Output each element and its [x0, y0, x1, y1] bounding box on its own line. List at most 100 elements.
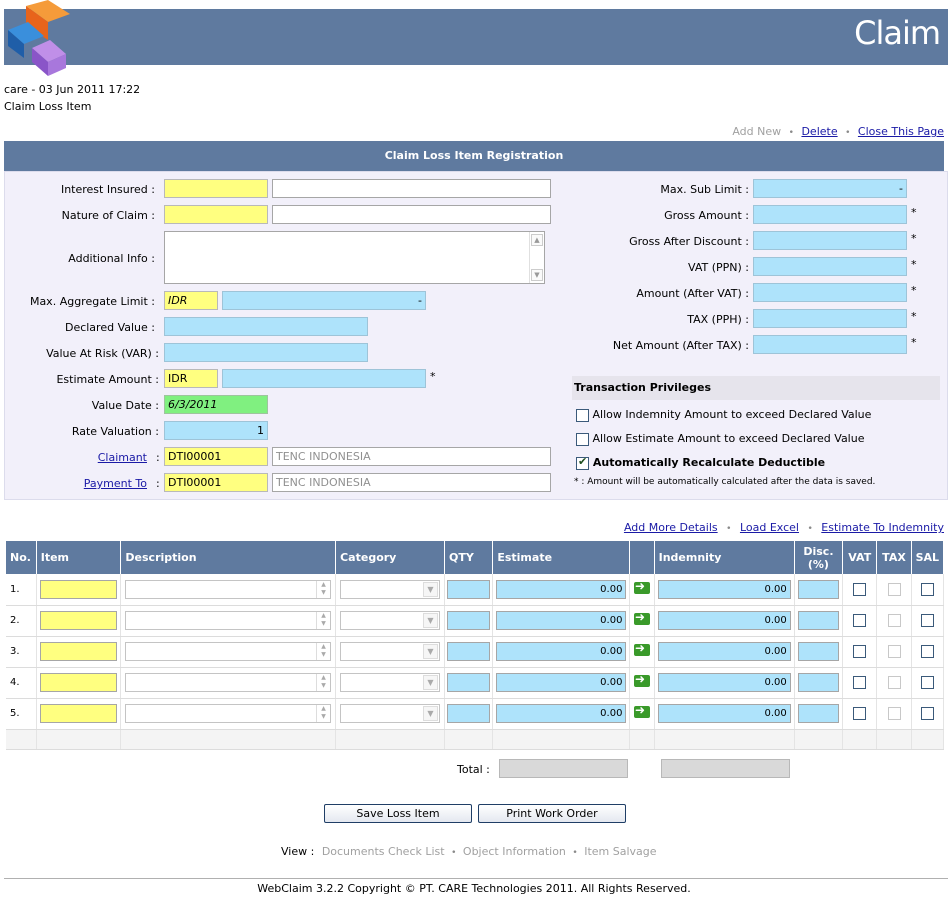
vat-checkbox[interactable] [853, 582, 867, 596]
gross-amount-input[interactable] [753, 205, 907, 224]
tax-checkbox[interactable] [887, 707, 901, 720]
disc-input[interactable] [797, 673, 840, 692]
estimate-exceed-checkbox[interactable] [576, 432, 589, 446]
indemnity-input[interactable]: 0.00 [657, 704, 791, 723]
disc-input[interactable] [797, 579, 840, 599]
description-input[interactable]: ▲ ▼ [125, 611, 332, 630]
max-aggregate-value[interactable]: - [222, 291, 426, 310]
load-excel-link[interactable]: Load Excel [739, 521, 799, 534]
spin-down-icon[interactable]: ▼ [321, 588, 326, 596]
spin-up-icon[interactable]: ▲ [321, 643, 326, 650]
sal-checkbox[interactable] [920, 614, 934, 627]
estimate-input[interactable]: 0.00 [496, 673, 627, 692]
indemnity-exceed-checkbox[interactable] [576, 408, 589, 422]
description-input[interactable]: ▲ ▼ [125, 642, 332, 661]
transfer-arrow-icon[interactable] [634, 672, 651, 687]
documents-checklist-link[interactable]: Documents Check List [321, 845, 445, 858]
chevron-down-icon[interactable]: ▼ [422, 675, 438, 690]
sal-checkbox[interactable] [920, 707, 934, 720]
estimate-input[interactable]: 0.00 [496, 611, 627, 630]
spin-down-icon[interactable]: ▼ [321, 651, 326, 658]
close-page-link[interactable]: Close This Page [857, 125, 944, 138]
save-loss-item-button[interactable]: Save Loss Item [324, 804, 472, 823]
category-select[interactable]: ▼ [340, 642, 440, 661]
tax-input[interactable] [753, 309, 907, 328]
disc-input[interactable] [797, 611, 840, 630]
additional-info-textarea[interactable]: ▲ ▼ [164, 231, 545, 284]
spinner[interactable]: ▲ ▼ [316, 643, 330, 660]
transfer-arrow-icon[interactable] [634, 610, 651, 625]
scroll-down-icon[interactable]: ▼ [531, 269, 543, 281]
qty-input[interactable] [446, 704, 491, 723]
tax-checkbox[interactable] [887, 645, 901, 658]
tax-checkbox[interactable] [887, 582, 901, 596]
auto-recalc-checkbox[interactable] [576, 455, 589, 470]
vat-checkbox[interactable] [853, 614, 867, 627]
chevron-down-icon[interactable]: ▼ [422, 644, 438, 659]
chevron-down-icon[interactable]: ▼ [422, 613, 438, 628]
object-information-link[interactable]: Object Information [462, 845, 566, 858]
indemnity-input[interactable]: 0.00 [657, 673, 791, 692]
spinner[interactable]: ▲ ▼ [316, 705, 330, 722]
spin-up-icon[interactable]: ▲ [321, 674, 326, 681]
tax-checkbox[interactable] [887, 614, 901, 627]
payment-to-code-input[interactable]: DTI00001 [164, 473, 268, 492]
payment-to-link-text[interactable]: Payment To [83, 477, 147, 490]
transfer-arrow-icon[interactable] [634, 579, 651, 594]
chevron-down-icon[interactable]: ▼ [422, 581, 438, 597]
textarea-scrollbar[interactable]: ▲ ▼ [529, 232, 544, 283]
qty-input[interactable] [446, 673, 491, 692]
interest-insured-name-input[interactable] [272, 179, 551, 198]
add-more-details-link[interactable]: Add More Details [623, 521, 718, 534]
amount-after-vat-input[interactable] [753, 283, 907, 302]
tax-checkbox[interactable] [887, 676, 901, 689]
spin-down-icon[interactable]: ▼ [321, 620, 326, 627]
spin-up-icon[interactable]: ▲ [321, 580, 326, 588]
spinner[interactable]: ▲ ▼ [316, 674, 330, 691]
sal-checkbox[interactable] [920, 676, 934, 689]
item-input[interactable] [39, 642, 118, 661]
claimant-code-input[interactable]: DTI00001 [164, 447, 268, 466]
description-input[interactable]: ▲ ▼ [125, 579, 332, 599]
indemnity-input[interactable]: 0.00 [657, 642, 791, 661]
disc-input[interactable] [797, 704, 840, 723]
sal-checkbox[interactable] [920, 645, 934, 658]
spin-up-icon[interactable]: ▲ [321, 612, 326, 619]
category-select[interactable]: ▼ [340, 704, 440, 723]
payment-to-link[interactable]: Payment To [4, 477, 147, 490]
description-input[interactable]: ▲ ▼ [125, 673, 332, 692]
transfer-arrow-icon[interactable] [634, 641, 651, 656]
rate-valuation-input[interactable]: 1 [164, 421, 268, 440]
var-input[interactable] [164, 343, 368, 362]
print-work-order-button[interactable]: Print Work Order [478, 804, 626, 823]
spinner[interactable]: ▲ ▼ [316, 612, 330, 629]
qty-input[interactable] [446, 611, 491, 630]
claimant-link-text[interactable]: Claimant [97, 451, 147, 464]
estimate-input[interactable]: 0.00 [496, 704, 627, 723]
item-salvage-link[interactable]: Item Salvage [584, 845, 657, 858]
qty-input[interactable] [446, 642, 491, 661]
vat-checkbox[interactable] [853, 707, 867, 720]
max-sub-limit-value[interactable]: - [753, 179, 907, 198]
transfer-arrow-icon[interactable] [634, 703, 651, 718]
vat-input[interactable] [753, 257, 907, 276]
interest-insured-code-input[interactable] [164, 179, 268, 198]
spin-down-icon[interactable]: ▼ [321, 713, 326, 720]
claimant-name-input[interactable]: TENC INDONESIA [272, 447, 551, 466]
estimate-to-indemnity-link[interactable]: Estimate To Indemnity [821, 521, 944, 534]
spin-down-icon[interactable]: ▼ [321, 682, 326, 689]
indemnity-input[interactable]: 0.00 [657, 579, 791, 599]
gross-after-discount-input[interactable] [753, 231, 907, 250]
category-select[interactable]: ▼ [340, 579, 440, 599]
estimate-input[interactable]: 0.00 [496, 579, 627, 599]
qty-input[interactable] [446, 579, 491, 599]
delete-link[interactable]: Delete [801, 125, 838, 138]
max-aggregate-currency[interactable]: IDR [164, 291, 218, 310]
description-input[interactable]: ▲ ▼ [125, 704, 332, 723]
item-input[interactable] [39, 579, 118, 599]
category-select[interactable]: ▼ [340, 673, 440, 692]
estimate-amount-input[interactable] [222, 369, 426, 388]
add-new-link[interactable]: Add New [732, 125, 782, 138]
declared-value-input[interactable] [164, 317, 368, 336]
spin-up-icon[interactable]: ▲ [321, 705, 326, 712]
